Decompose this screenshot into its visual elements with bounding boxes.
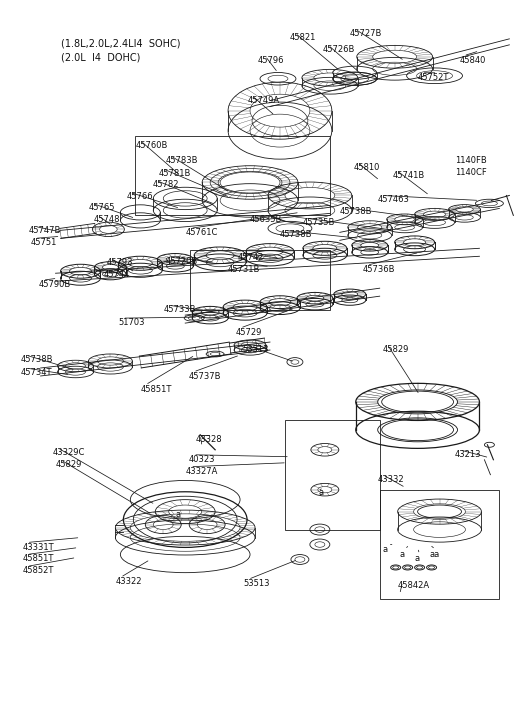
Text: 1140FB: 1140FB [456,156,487,164]
Text: 45734T: 45734T [21,368,52,377]
Text: 51703: 51703 [118,318,145,327]
Text: a: a [415,555,419,563]
Text: a: a [383,545,388,553]
Text: (1.8L,2.0L,2.4LI4  SOHC): (1.8L,2.0L,2.4LI4 SOHC) [61,39,180,49]
Text: 45744: 45744 [104,270,130,279]
Text: 457463: 457463 [378,196,409,204]
Text: 45737B: 45737B [188,372,221,381]
Text: 45851T: 45851T [140,385,172,394]
Text: a: a [400,550,405,558]
Text: a: a [175,510,181,518]
Text: 53513: 53513 [242,345,269,354]
Text: 45840: 45840 [459,56,486,65]
Text: 43329C: 43329C [53,448,85,457]
Text: 45782: 45782 [152,180,179,190]
Text: 45733B: 45733B [163,305,196,314]
Text: 45790B: 45790B [39,280,71,289]
Text: 43327A: 43327A [185,467,218,475]
Text: 43332: 43332 [378,475,404,483]
Text: 45761C: 45761C [185,228,218,237]
Text: 45731B: 45731B [228,265,261,274]
Text: 45747B: 45747B [29,226,61,236]
Text: 45741B: 45741B [392,171,425,180]
Text: 43213: 43213 [455,450,481,459]
Text: 45781B: 45781B [158,169,191,177]
Text: 45742: 45742 [238,253,264,262]
Text: 45727B: 45727B [350,29,382,38]
Text: 1140CF: 1140CF [456,167,487,177]
Text: 45726B: 45726B [323,45,355,54]
Text: 45765: 45765 [89,204,115,212]
Text: 53513: 53513 [243,579,270,588]
Text: 45783B: 45783B [165,156,198,164]
Text: 45738B: 45738B [340,207,372,217]
Text: 45748: 45748 [93,215,120,225]
Text: (2.0L  I4  DOHC): (2.0L I4 DOHC) [61,53,140,63]
Bar [190,250,330,310]
Text: 45760B: 45760B [135,140,168,150]
Text: 45729: 45729 [236,328,262,337]
Text: 43331T: 43331T [23,542,54,552]
Text: 45829: 45829 [56,459,82,469]
Text: 45720B: 45720B [165,257,198,266]
Text: 45738B: 45738B [280,230,312,239]
Text: 45842A: 45842A [398,582,430,590]
Text: 45635B: 45635B [250,215,282,225]
Text: 45752T: 45752T [417,73,449,81]
Text: 45749A: 45749A [248,96,280,105]
Text: 45736B: 45736B [363,265,395,274]
Text: 45852T: 45852T [23,566,54,576]
Text: 45821: 45821 [290,33,316,42]
Text: 45793: 45793 [106,258,133,268]
Text: 45751: 45751 [31,238,57,247]
Text: 45829: 45829 [383,345,409,354]
Text: 43322: 43322 [115,577,142,587]
Text: 45796: 45796 [258,56,285,65]
Text: 40323: 40323 [188,455,215,464]
Bar [135,136,330,215]
Text: 45766: 45766 [126,193,153,201]
Text: 43328: 43328 [195,435,222,443]
Text: a: a [319,488,324,497]
Text: 45735B: 45735B [303,218,335,228]
Text: 45810: 45810 [354,163,380,172]
Text: 45851T: 45851T [23,555,54,563]
Text: 45738B: 45738B [21,355,53,364]
Text: aa: aa [430,550,440,558]
